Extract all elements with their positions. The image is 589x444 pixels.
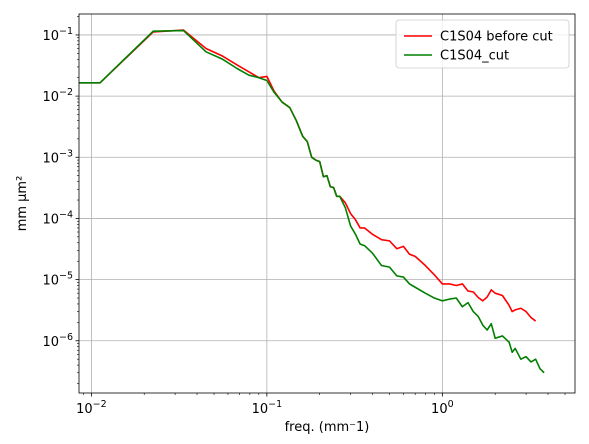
series-line-cut xyxy=(79,29,545,374)
y-tick-label: 10−4 xyxy=(42,209,73,227)
x-axis-label: freq. (mm⁻1) xyxy=(285,420,370,435)
series-line-before-cut xyxy=(79,29,537,322)
x-tick-label: 100 xyxy=(431,399,454,417)
y-tick-label: 10−6 xyxy=(42,332,73,350)
y-tick-label: 10−1 xyxy=(42,26,73,44)
y-tick-label: 10−2 xyxy=(42,87,73,105)
legend-label: C1S04_cut xyxy=(440,49,509,64)
y-axis-label: mm μm² xyxy=(15,176,30,232)
x-tick-label: 10−1 xyxy=(252,399,283,417)
plot-frame xyxy=(78,13,576,394)
legend: C1S04 before cut C1S04_cut xyxy=(395,19,570,69)
y-tick-label: 10−5 xyxy=(42,271,73,289)
series-layer xyxy=(79,29,545,374)
legend-box xyxy=(395,19,570,69)
axes-layer: 10−2 10−1 10010−610−510−410−310−210−1freq.… xyxy=(15,13,576,435)
x-tick-label: 10−2 xyxy=(76,399,107,417)
legend-label: C1S04 before cut xyxy=(440,30,553,45)
y-tick-label: 10−3 xyxy=(42,148,73,166)
